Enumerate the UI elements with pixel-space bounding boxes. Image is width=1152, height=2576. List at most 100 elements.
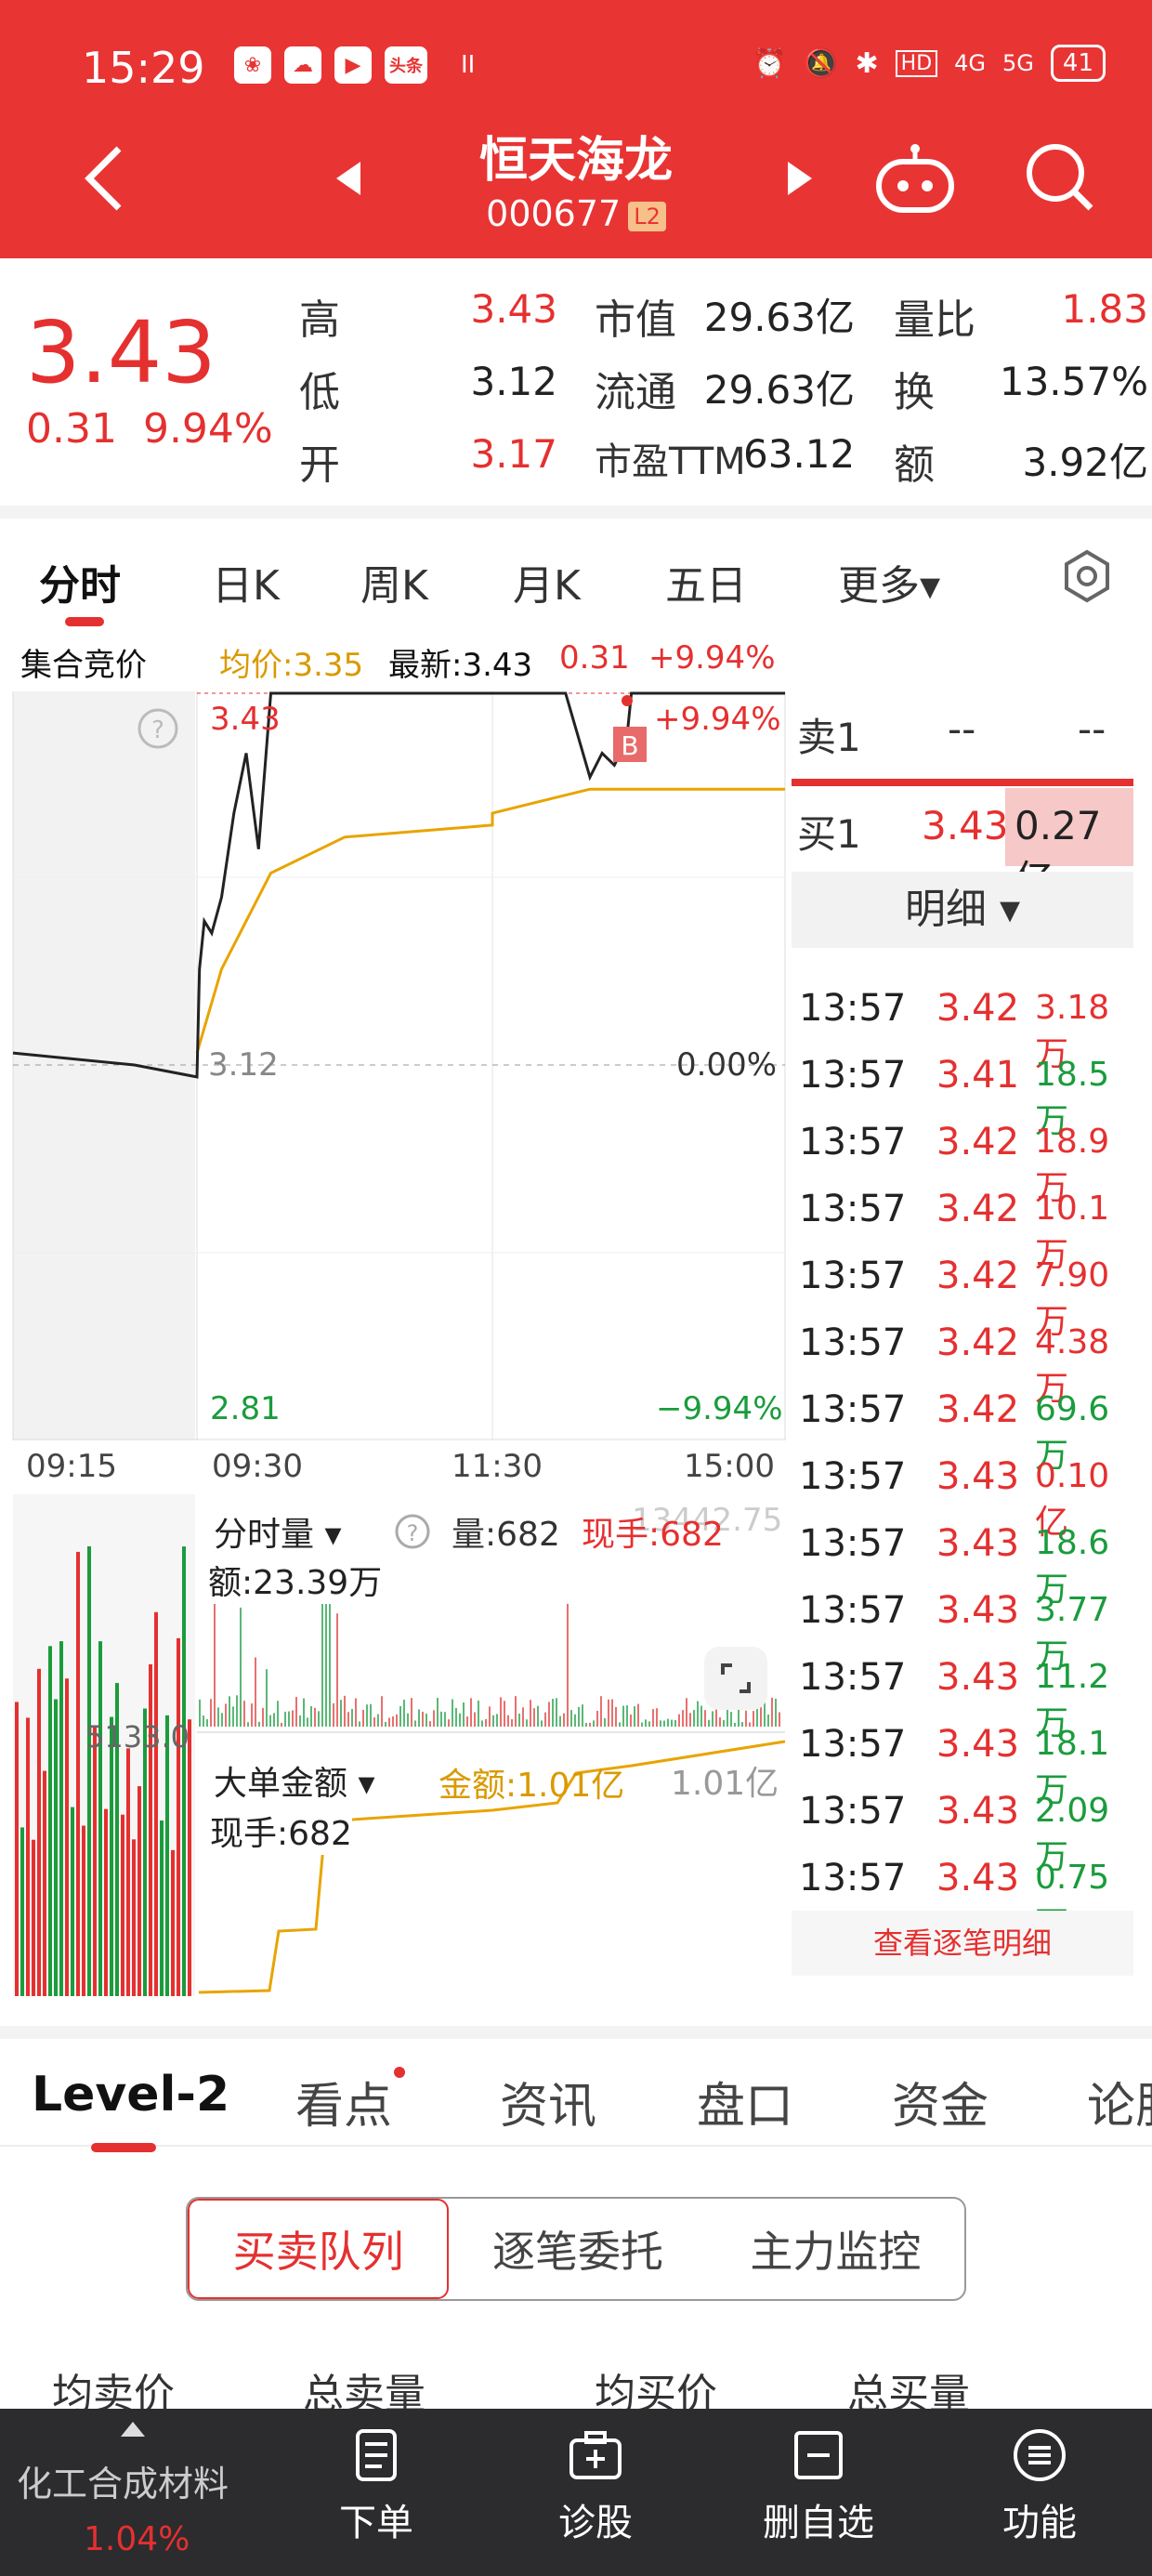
volume-panel: 分时量 ▾ ? 量:682 13442.75 现手:682 额:23.39万 5… (0, 1494, 790, 1996)
robot-assistant-icon[interactable] (873, 139, 957, 214)
tab-weekly-k[interactable]: 周K (360, 562, 428, 610)
tab-discussion[interactable]: 论股 (1087, 2079, 1152, 2135)
volume-chart-svg (13, 1494, 786, 1996)
auction-volume-bar (93, 1726, 97, 1996)
volume-bar (634, 1706, 635, 1727)
tab-more[interactable]: 更多▾ (838, 562, 941, 610)
trade-row: 13:573.430.75万 (799, 1847, 1133, 1943)
volume-bar (407, 1713, 409, 1727)
volume-bar (463, 1702, 465, 1727)
low-label: 低 (299, 369, 340, 416)
buy1-row: 买1 3.43 0.27亿 (792, 788, 1133, 902)
functions-button[interactable]: 功能 (961, 2427, 1119, 2546)
expand-icon[interactable] (702, 1645, 769, 1712)
remove-watchlist-button[interactable]: 删自选 (740, 2427, 897, 2546)
volume-bar (217, 1707, 219, 1727)
tab-intraday[interactable]: 分时 (39, 562, 121, 610)
tab-handicap[interactable]: 盘口 (697, 2079, 794, 2135)
volume-bar (214, 1569, 216, 1727)
volume-bar (199, 1699, 201, 1727)
trade-row: 13:57 3.42 4.38万 (799, 1312, 1133, 1408)
time-1500: 15:00 (684, 1448, 775, 1485)
big-order-selector[interactable]: 大单金额 ▾ (206, 1756, 383, 1805)
trade-row: 13:57 3.42 18.9万 (799, 1111, 1133, 1207)
float-label: 流通 (595, 369, 676, 416)
buy-marker-badge (613, 727, 647, 762)
diagnose-button[interactable]: 诊股 (517, 2427, 674, 2546)
document-icon (356, 2429, 397, 2481)
queue-segmented-control: 买卖队列 逐笔委托 主力监控 (186, 2197, 966, 2301)
volume-bar (229, 1696, 230, 1727)
settings-hex-icon[interactable] (1059, 548, 1115, 604)
intraday-chart[interactable]: B ? 3.43 +9.94% 3.12 0.00% 2.81 −9.94% (0, 688, 790, 1440)
help-circle-icon[interactable] (137, 708, 178, 749)
tab-five-day[interactable]: 五日 (665, 562, 747, 610)
tab-news[interactable]: 资讯 (500, 2079, 597, 2135)
volume-bar (489, 1706, 491, 1727)
volume-bar (775, 1698, 777, 1727)
volume-bar (288, 1711, 290, 1727)
trade-row: 13:57 3.42 7.90万 (799, 1245, 1133, 1341)
sector-pct: 1.04% (84, 2520, 190, 2558)
order-book-sidebar: 卖1 -- -- 买1 3.43 0.27亿 明细 ▾ 13:57 3.42 3.1… (792, 688, 1133, 2007)
trade-volume: 10.1万 (1035, 1189, 1110, 1274)
minus-box-icon (794, 2431, 843, 2479)
volume-bar (355, 1698, 357, 1727)
volume-bar (225, 1703, 227, 1727)
collapse-up-icon[interactable] (119, 2420, 147, 2438)
next-stock-icon[interactable] (786, 160, 814, 197)
app-notif-icon: ❀ (234, 46, 271, 84)
volume-bar (738, 1702, 740, 1727)
auction-volume-bar (143, 1708, 147, 1996)
trade-volume: 3.77万 (1035, 1591, 1110, 1676)
view-all-trades-link[interactable]: 查看逐笔明细 (792, 1911, 1133, 1976)
trade-volume: 7.90万 (1035, 1256, 1110, 1341)
status-time: 15:29 (82, 43, 205, 93)
bluetooth-icon: ✱ (855, 46, 879, 80)
trade-volume: 11.2万 (1035, 1658, 1110, 1742)
auction-volume-bar (126, 1748, 130, 1996)
volume-bar (686, 1698, 687, 1727)
trade-row: 13:57 3.42 10.1万 (799, 1178, 1133, 1274)
volume-bar (403, 1700, 405, 1727)
volume-bar (203, 1715, 204, 1727)
volume-bar (764, 1697, 766, 1727)
volume-selector[interactable]: 分时量 ▾ (206, 1507, 349, 1556)
volume-bars (15, 1545, 780, 1996)
tab-daily-k[interactable]: 日K (212, 562, 280, 610)
y-mid-pct: 0.00% (676, 1046, 778, 1084)
seg-main-monitor[interactable]: 主力监控 (750, 2227, 922, 2277)
mute-icon: 🔕 (804, 46, 839, 80)
volume-bar (418, 1709, 420, 1727)
volume-bar (325, 1595, 327, 1727)
volume-bar (556, 1698, 557, 1727)
tab-monthly-k[interactable]: 月K (513, 562, 581, 610)
auction-volume-bar (171, 1849, 175, 1996)
trade-volume: 2.09万 (1035, 1792, 1110, 1876)
volume-bar (589, 1722, 591, 1727)
back-icon[interactable] (76, 141, 132, 216)
tab-highlights[interactable]: 看点 (295, 2079, 393, 2135)
trade-time: 13:57 (799, 1522, 907, 1565)
seg-bid-ask-queue[interactable]: 买卖队列 (188, 2199, 450, 2299)
order-button[interactable]: 下单 (297, 2427, 455, 2546)
volume-help-icon[interactable]: ? (394, 1513, 431, 1550)
volume-bar (663, 1720, 665, 1727)
volume-bar (526, 1719, 528, 1727)
seg-tick-orders[interactable]: 逐笔委托 (491, 2227, 663, 2277)
volume-bar (559, 1715, 561, 1727)
medical-kit-icon (569, 2431, 622, 2479)
search-icon[interactable] (1022, 139, 1096, 214)
detail-dropdown[interactable]: 明细 ▾ (792, 872, 1133, 948)
prev-stock-icon[interactable] (334, 160, 362, 197)
tab-funds[interactable]: 资金 (892, 2079, 989, 2135)
volume-bar (452, 1699, 453, 1727)
price-change: 0.31 9.94% (26, 405, 273, 453)
y-low-pct: −9.94% (656, 1390, 783, 1427)
volume-bar (723, 1719, 725, 1727)
sector-name[interactable]: 化工合成材料 (17, 2464, 229, 2504)
sell1-price: -- (948, 706, 976, 752)
tab-level2[interactable]: Level-2 (32, 2067, 230, 2123)
latest-price-label: 最新:3.43 (388, 647, 533, 684)
auction-volume-bar (82, 1825, 85, 1996)
